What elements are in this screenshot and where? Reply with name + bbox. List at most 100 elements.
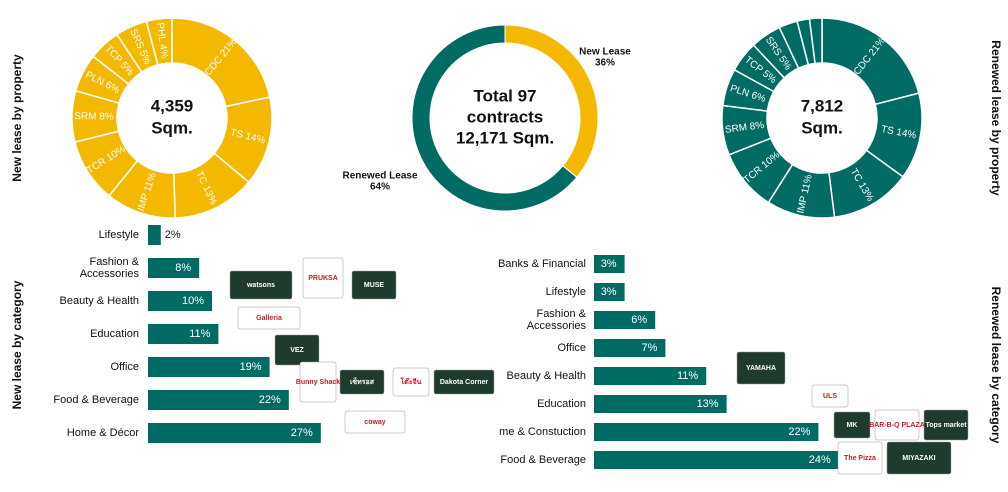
- bar-value-label: 7%: [641, 342, 657, 354]
- logo-text: PRUKSA: [308, 275, 338, 282]
- logo-text: watsons: [246, 282, 275, 289]
- logo-text: Bunny Shack: [296, 379, 340, 386]
- logo-text: Galleria: [256, 315, 282, 322]
- bar-category: Lifestyle: [546, 286, 586, 298]
- logo: [344, 410, 406, 434]
- ring-segment: [411, 24, 578, 212]
- bar-category: Fashion & Accessories: [80, 256, 140, 280]
- logo: [351, 270, 397, 300]
- side-label: Renewed lease by property: [989, 40, 1003, 196]
- logo-text: โต๊ะจีน: [400, 377, 422, 386]
- logo: [302, 257, 344, 299]
- bar-category: Office: [557, 342, 586, 354]
- center-label: contracts: [467, 107, 544, 126]
- bar-value-label: 27%: [291, 427, 313, 439]
- bar: [148, 324, 219, 344]
- bar-value-label: 22%: [259, 394, 281, 406]
- logo: [886, 441, 952, 475]
- logo: [433, 369, 495, 395]
- logo-text: BAR-B-Q PLAZA: [869, 422, 925, 429]
- bar-value-label: 11%: [189, 328, 210, 340]
- logo-text: VEZ: [290, 347, 304, 354]
- pie-slice: [808, 17, 823, 65]
- bar-category: Food & Beverage: [53, 394, 139, 406]
- bar: [594, 311, 656, 329]
- center-label: Total 97: [474, 86, 537, 105]
- logo: [229, 270, 293, 300]
- bar-value-label: 24%: [809, 454, 831, 466]
- center-label: 12,171 Sqm.: [456, 128, 554, 147]
- bar-category: Beauty & Health: [60, 295, 140, 307]
- logo: [811, 384, 849, 408]
- logo: [274, 334, 320, 366]
- bar: [148, 423, 321, 443]
- side-label: Renewed lease by category: [989, 287, 1003, 444]
- bar: [594, 255, 625, 273]
- slice-label: SRM 8%: [74, 111, 114, 123]
- logo-text: coway: [364, 419, 386, 426]
- bar: [148, 357, 270, 377]
- bar-value-label: 6%: [631, 314, 647, 326]
- center-label: 4,359: [151, 96, 194, 115]
- bar: [594, 395, 727, 413]
- bar: [594, 283, 625, 301]
- bar-value-label: 3%: [601, 286, 617, 298]
- logo: [923, 409, 969, 441]
- side-label: New lease by property: [10, 54, 24, 182]
- bar-value-label: 22%: [788, 426, 810, 438]
- bar-category: Fashion & Accessories: [527, 308, 587, 332]
- bar-category: Home & Décor: [67, 427, 139, 439]
- bar: [148, 225, 161, 245]
- bar-category: Food & Beverage: [500, 454, 586, 466]
- logo: [833, 411, 871, 439]
- bar: [594, 367, 707, 385]
- logo-text: YAMAHA: [746, 365, 776, 372]
- logo-text: MK: [847, 422, 858, 429]
- segment-category: New Lease: [579, 47, 631, 58]
- center-label: 7,812: [801, 96, 844, 115]
- logo: [392, 367, 430, 397]
- segment-label: 64%: [370, 182, 390, 193]
- bar: [148, 258, 200, 278]
- bar-category: Lifestyle: [99, 229, 139, 241]
- logo-text: MIYAZAKI: [902, 455, 935, 462]
- segment-category: Renewed Lease: [342, 171, 417, 182]
- bar: [594, 339, 666, 357]
- bar: [594, 423, 819, 441]
- logo: [874, 409, 920, 441]
- bar: [148, 291, 212, 311]
- logo-text: MUSE: [364, 282, 385, 289]
- center-label: Sqm.: [151, 118, 193, 137]
- bar: [148, 390, 289, 410]
- bar-category: Beauty & Health: [507, 370, 587, 382]
- bar-category: Banks & Financial: [498, 258, 586, 270]
- bar-value-label: 10%: [182, 295, 204, 307]
- slice-label: SRM 8%: [724, 120, 765, 136]
- bar-category: Office: [110, 361, 139, 373]
- logo-text: Dakota Corner: [440, 379, 489, 386]
- logo-text: ULS: [823, 393, 837, 400]
- bar-value-label: 3%: [601, 258, 617, 270]
- logo-text: The Pizza: [844, 455, 876, 462]
- logo: [339, 369, 385, 395]
- logo: [837, 441, 883, 475]
- bar-category: me & Constuction: [499, 426, 586, 438]
- bar: [594, 451, 839, 469]
- segment-label: 36%: [595, 58, 615, 69]
- pie-slice: [145, 17, 173, 66]
- logo-text: เซ็ทรอส: [350, 377, 375, 386]
- bar-value-label: 2%: [165, 229, 181, 241]
- bar-category: Education: [537, 398, 586, 410]
- bar-value-label: 8%: [175, 262, 191, 274]
- bar-category: Education: [90, 328, 139, 340]
- center-label: Sqm.: [801, 118, 843, 137]
- side-label: New lease by category: [10, 280, 24, 409]
- bar-value-label: 13%: [697, 398, 719, 410]
- slice-label: PHL 4%: [154, 22, 170, 60]
- bar-value-label: 19%: [240, 361, 262, 373]
- logo: [299, 361, 337, 403]
- logo-text: Tops market: [925, 422, 967, 429]
- bar-value-label: 11%: [677, 370, 698, 382]
